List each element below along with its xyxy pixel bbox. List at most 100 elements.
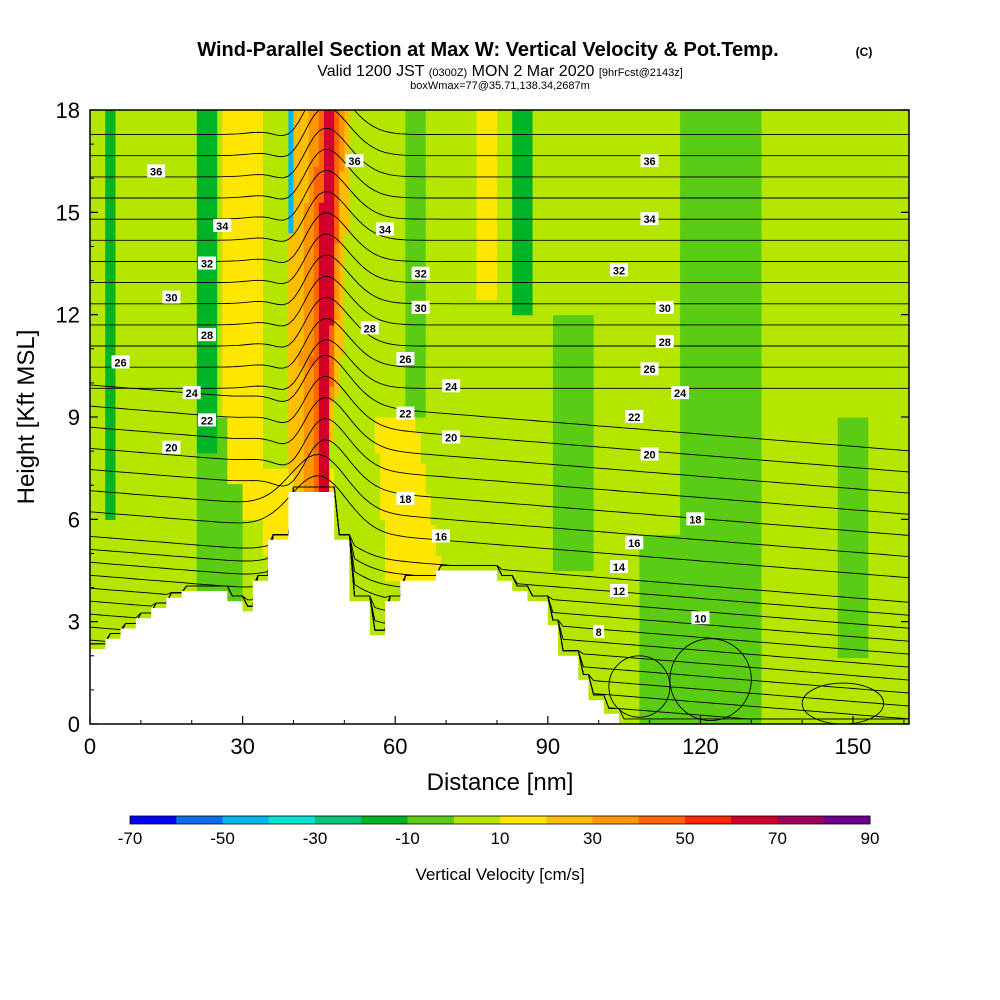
velocity-cell: [156, 145, 162, 152]
velocity-cell: [252, 565, 259, 572]
velocity-cell: [166, 406, 172, 413]
velocity-cell: [298, 463, 305, 469]
velocity-cell: [196, 381, 203, 387]
velocity-cell: [227, 452, 234, 459]
velocity-cell: [135, 514, 142, 520]
velocity-cell: [247, 457, 254, 464]
velocity-cell: [145, 314, 152, 321]
velocity-cell: [140, 150, 147, 157]
velocity-cell: [171, 534, 178, 541]
velocity-cell: [298, 406, 305, 413]
velocity-cell: [145, 524, 152, 531]
velocity-cell: [273, 452, 279, 459]
velocity-cell: [283, 222, 289, 229]
velocity-cell: [196, 110, 203, 116]
velocity-cell: [135, 411, 142, 418]
velocity-cell: [100, 473, 106, 479]
velocity-cell: [283, 140, 289, 147]
velocity-cell: [222, 196, 228, 203]
velocity-cell: [110, 432, 117, 439]
velocity-cell: [207, 324, 213, 331]
velocity-cell: [227, 314, 234, 321]
velocity-cell: [283, 463, 289, 469]
velocity-cell: [181, 330, 188, 336]
velocity-cell: [145, 498, 152, 505]
velocity-cell: [186, 232, 193, 239]
velocity-cell: [212, 140, 218, 147]
velocity-cell: [151, 324, 157, 331]
velocity-cell: [181, 519, 188, 526]
velocity-cell: [105, 447, 111, 454]
velocity-cell: [145, 161, 152, 167]
velocity-cell: [262, 488, 269, 495]
velocity-cell: [100, 278, 106, 285]
velocity-cell: [247, 478, 254, 485]
velocity-cell: [207, 565, 213, 572]
velocity-cell: [186, 468, 193, 474]
velocity-cell: [257, 222, 264, 229]
velocity-cell: [222, 237, 228, 244]
velocity-cell: [237, 381, 244, 387]
velocity-cell: [191, 355, 198, 362]
velocity-cell: [130, 140, 137, 147]
velocity-cell: [115, 196, 122, 203]
velocity-cell: [278, 370, 284, 377]
velocity-cell: [100, 406, 106, 413]
velocity-cell: [293, 417, 300, 423]
velocity-cell: [105, 110, 111, 116]
velocity-cell: [161, 514, 167, 520]
velocity-cell: [90, 294, 96, 300]
velocity-cell: [156, 345, 162, 352]
velocity-cell: [186, 478, 193, 485]
velocity-cell: [232, 565, 239, 572]
velocity-cell: [186, 125, 193, 132]
velocity-cell: [140, 299, 147, 306]
velocity-cell: [171, 156, 178, 162]
velocity-cell: [125, 217, 132, 224]
velocity-cell: [171, 498, 178, 505]
velocity-cell: [283, 457, 289, 464]
velocity-cell: [120, 529, 127, 536]
velocity-cell: [95, 417, 101, 423]
velocity-cell: [242, 268, 249, 275]
velocity-cell: [161, 196, 167, 203]
velocity-cell: [176, 335, 183, 341]
velocity-cell: [268, 196, 274, 203]
velocity-cell: [237, 550, 244, 556]
velocity-cell: [140, 340, 147, 346]
velocity-cell: [125, 314, 132, 321]
velocity-cell: [288, 217, 295, 224]
velocity-cell: [293, 110, 300, 116]
velocity-cell: [196, 360, 203, 367]
velocity-cell: [145, 115, 152, 121]
velocity-cell: [262, 324, 269, 331]
velocity-cell: [135, 161, 142, 167]
velocity-cell: [130, 565, 137, 572]
velocity-cell: [166, 488, 172, 495]
velocity-cell: [95, 222, 101, 229]
velocity-cell: [196, 299, 203, 306]
velocity-cell: [176, 580, 183, 587]
velocity-cell: [288, 391, 295, 398]
velocity-cell: [100, 186, 106, 193]
velocity-cell: [115, 212, 122, 219]
velocity-cell: [176, 135, 183, 142]
velocity-cell: [140, 575, 147, 582]
velocity-cell: [171, 145, 178, 152]
velocity-cell: [227, 350, 234, 357]
velocity-cell: [227, 488, 234, 495]
velocity-cell: [115, 432, 122, 439]
velocity-cell: [191, 514, 198, 520]
velocity-cell: [115, 478, 122, 485]
velocity-cell: [273, 381, 279, 387]
velocity-cell: [273, 437, 279, 444]
velocity-cell: [273, 463, 279, 469]
velocity-cell: [268, 145, 274, 152]
velocity-cell: [176, 340, 183, 346]
velocity-cell: [135, 191, 142, 198]
velocity-cell: [273, 289, 279, 295]
velocity-cell: [161, 570, 167, 577]
velocity-cell: [232, 360, 239, 367]
velocity-cell: [237, 524, 244, 531]
velocity-cell: [125, 299, 132, 306]
